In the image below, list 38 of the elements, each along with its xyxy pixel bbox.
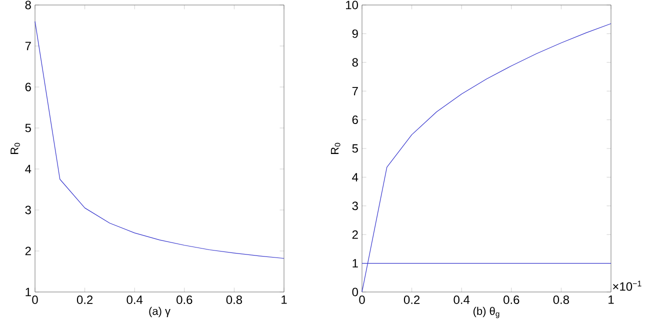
x-axis-title: (b) θ$_{g}$ [473,306,500,318]
text: ×10$^{−1}$ [613,280,642,291]
y-tick-label: 5 [25,124,31,132]
x-tick-label: 0.2 [404,296,420,304]
y-tick-label: 7 [352,86,358,96]
line-series [362,23,612,292]
x-tick-label: 0.8 [553,296,570,304]
y-tick-label: 7 [25,42,31,50]
x-tick-label: 1 [608,296,614,304]
x-tick-label: 0 [359,296,365,304]
y-tick-label: 9 [352,29,358,38]
y-axis-title: R$_{0}$ [330,142,340,154]
y-tick-label: 2 [352,230,358,239]
x-tick-label: 0.4 [126,296,143,304]
x-tick-label: 0.6 [504,296,520,304]
y-tick-label: 4 [352,173,358,182]
x-tick-label: 1 [282,296,287,304]
y-tick-label: 6 [25,82,31,92]
y-tick-label: 8 [25,0,31,10]
y-tick-label: 1 [26,288,31,296]
line-series [34,21,284,259]
y-tick-label: 3 [25,206,31,214]
y-tick-label: 8 [352,58,358,67]
x-tick-label: 0.4 [454,296,470,304]
y-tick-label: 10 [346,0,358,10]
x-tick-label: 0.6 [176,296,192,304]
x-tick-label: 0.8 [226,296,242,304]
y-tick-label: 3 [352,202,358,210]
y-tick-label: 4 [25,164,32,174]
y-tick-label: 1 [352,259,358,268]
y-tick-label: 2 [25,246,31,256]
x-tick-label: 0.2 [76,296,93,304]
x-tick-label: 0 [32,296,38,304]
y-tick-label: 5 [352,144,358,153]
y-axis-title: R$_{0}$ [10,142,20,154]
x-axis-title: (a) γ [149,306,170,318]
y-tick-label: 6 [352,116,358,124]
y-tick-label: 0 [352,288,358,296]
